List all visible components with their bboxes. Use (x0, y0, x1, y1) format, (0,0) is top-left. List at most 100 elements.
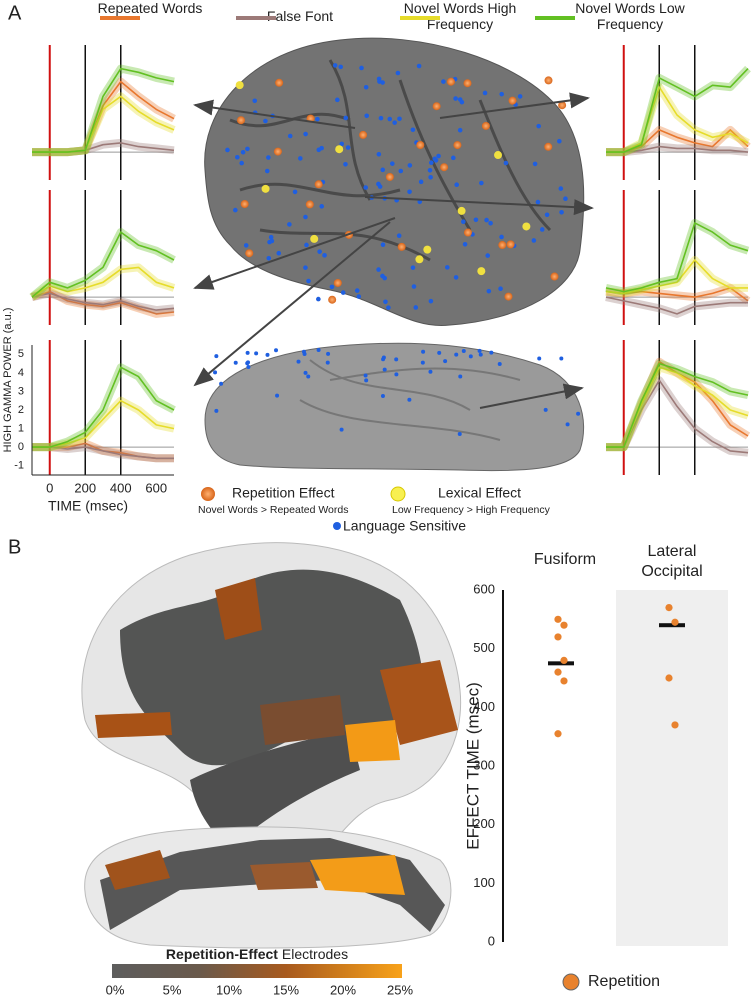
series-band (605, 218, 750, 296)
electrode (380, 273, 385, 279)
electrode (428, 369, 433, 374)
electrode (394, 357, 399, 362)
electrode (380, 167, 386, 173)
electrode (264, 168, 270, 174)
series-band (31, 289, 175, 315)
x-tick-label: 600 (145, 480, 167, 495)
electrode (565, 422, 570, 427)
electrode (477, 348, 482, 353)
colorbar-tick-label: 15% (273, 982, 299, 997)
brain-sulci (299, 359, 521, 441)
electrode (265, 352, 270, 357)
electrode (531, 238, 537, 243)
electrode (457, 127, 463, 133)
series-line (605, 259, 748, 295)
electrode (246, 365, 251, 370)
y-tick-label: 300 (473, 757, 495, 772)
electrode (537, 356, 542, 361)
electrode (459, 99, 465, 105)
electrode (443, 359, 448, 364)
electrode (544, 212, 550, 218)
electrode (378, 115, 384, 121)
series-line (32, 446, 174, 460)
series-line (605, 222, 749, 293)
electrode (397, 116, 402, 122)
electrode (363, 373, 368, 378)
electrode (559, 356, 564, 361)
electrode (559, 209, 564, 215)
x-tick-label: 0 (46, 480, 53, 495)
electrode (477, 267, 486, 276)
legend-swatch (100, 16, 140, 20)
electrode (239, 160, 244, 166)
colorbar-tick-label: 5% (163, 982, 182, 997)
electrode (416, 140, 425, 149)
arrow (193, 221, 391, 387)
legend-swatch (562, 973, 580, 991)
legend-swatch (535, 16, 575, 20)
electrode (245, 249, 254, 258)
electrode (276, 250, 282, 256)
series-line (31, 292, 175, 311)
series-line (606, 145, 749, 153)
category-label: Lateral Occipital (641, 543, 703, 580)
colorbar-tick-label: 25% (387, 982, 413, 997)
electrode (246, 360, 251, 365)
electrode (364, 378, 369, 383)
electrode (498, 286, 503, 291)
electrode (306, 278, 311, 284)
electrode (377, 79, 382, 84)
electrode (543, 407, 548, 412)
electrode (316, 296, 321, 302)
electrode (407, 189, 412, 195)
electrode (376, 267, 381, 272)
electrode (240, 200, 249, 209)
region-orange (215, 578, 262, 640)
data-point (560, 656, 568, 665)
region-orange (105, 850, 170, 890)
electrode (269, 238, 275, 244)
data-point (554, 730, 562, 738)
electrode (446, 77, 455, 86)
electrode (489, 350, 494, 355)
arrow (479, 383, 584, 409)
electrode (394, 372, 399, 377)
electrode (499, 91, 504, 97)
electrode (235, 154, 240, 160)
electrode (436, 153, 441, 159)
electrode (441, 79, 446, 84)
electrode (328, 295, 337, 304)
electrode (451, 155, 456, 161)
electrode (319, 145, 324, 151)
region-gray (120, 569, 424, 766)
electrode (333, 278, 342, 287)
series-band (606, 83, 750, 157)
electrode (240, 149, 246, 155)
electrode (219, 381, 224, 386)
panel-label: A (8, 2, 22, 24)
median-bar (548, 661, 574, 666)
electrode (494, 151, 503, 160)
electrode (304, 242, 309, 248)
y-axis-label: EFFECT TIME (msec) (463, 682, 482, 850)
electrode (550, 272, 559, 281)
electrode (485, 253, 491, 258)
electrode (302, 351, 307, 356)
y-tick-label: 5 (18, 348, 24, 360)
y-tick-label: 600 (473, 581, 495, 596)
electrode (544, 142, 553, 151)
electrode (335, 145, 344, 154)
electrode (380, 394, 385, 399)
electrode (356, 294, 362, 299)
electrode (395, 70, 401, 76)
electrode (416, 63, 422, 69)
electrode (479, 180, 484, 186)
electrode (343, 161, 348, 167)
electrode (329, 284, 335, 290)
electrode (245, 350, 250, 355)
x-tick-label: 200 (74, 480, 96, 495)
brain-ventral (204, 342, 585, 472)
electrode (462, 242, 468, 247)
data-point (671, 618, 679, 626)
electrode (536, 123, 541, 129)
